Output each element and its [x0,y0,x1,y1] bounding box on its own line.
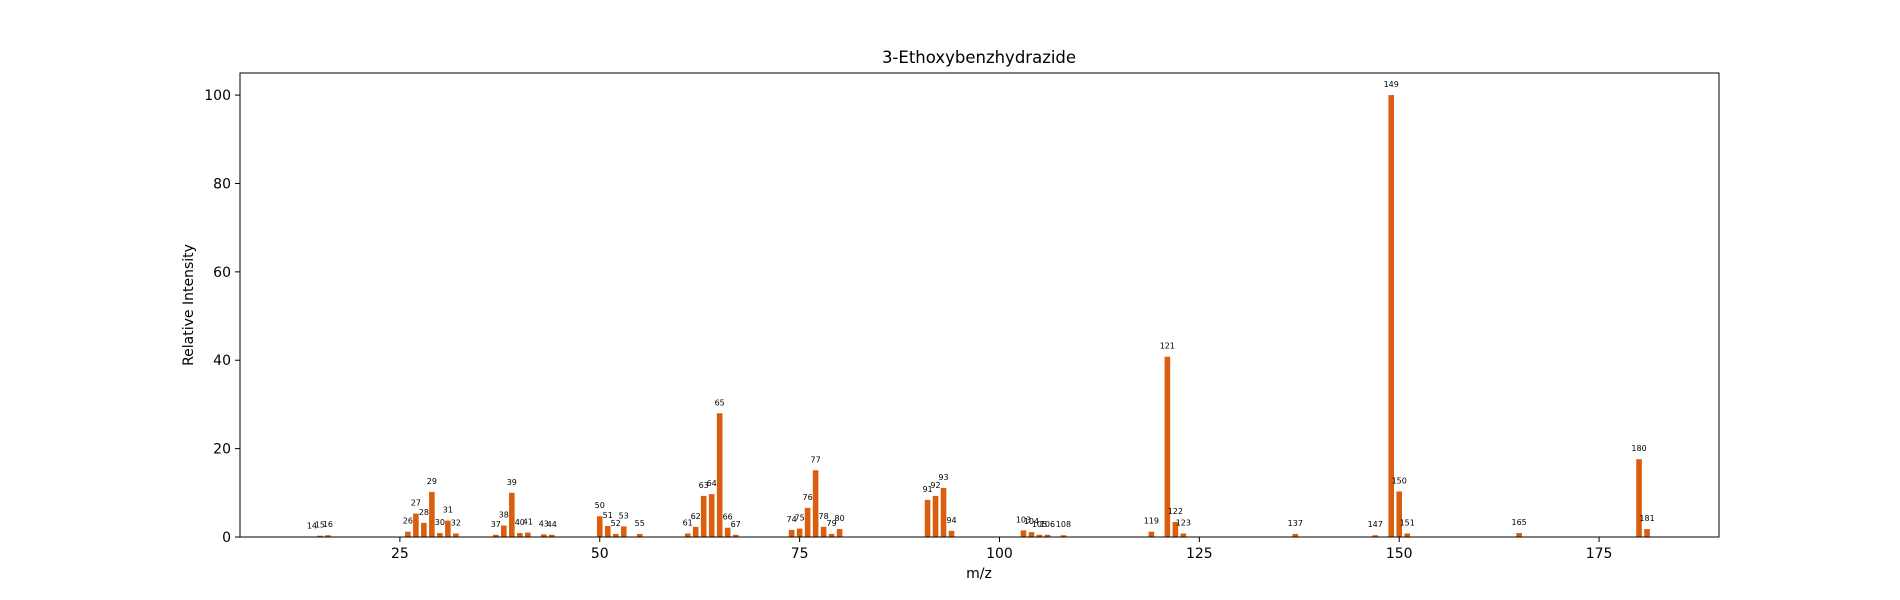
bar-mz-28 [421,523,427,537]
bar-mz-104 [1029,532,1035,537]
bar-mz-151 [1404,533,1410,537]
data-label-mz-149: 149 [1384,80,1399,89]
data-label-mz-75: 75 [795,514,805,523]
data-label-mz-119: 119 [1144,517,1159,526]
y-axis-ticks: 0 20 40 60 80 100 [204,88,240,546]
data-label-mz-53: 53 [619,511,629,520]
data-label-mz-55: 55 [635,519,645,528]
data-label-mz-181: 181 [1639,514,1654,523]
bar-mz-32 [453,533,459,537]
bar-mz-62 [693,527,699,537]
x-tick-label: 125 [1186,546,1213,562]
bar-mz-80 [837,529,843,537]
data-label-mz-37: 37 [491,520,501,529]
y-tick-label: 40 [213,353,231,369]
data-label-mz-64: 64 [707,479,717,488]
bar-mz-92 [933,496,939,537]
bar-mz-119 [1149,532,1155,537]
y-tick-label: 20 [213,442,231,458]
data-label-mz-108: 108 [1056,520,1071,529]
data-label-mz-38: 38 [499,511,509,520]
bar-mz-30 [437,533,443,537]
data-label-mz-27: 27 [411,499,421,508]
data-label-mz-92: 92 [930,481,940,490]
y-tick-label: 0 [222,530,231,546]
bar-mz-181 [1644,529,1650,537]
bar-mz-41 [525,533,531,537]
bar-mz-150 [1396,491,1402,537]
data-label-mz-94: 94 [946,516,956,525]
x-tick-label: 25 [391,546,409,562]
data-label-mz-44: 44 [547,520,557,529]
bar-mz-103 [1021,530,1027,537]
chart-title: 3-Ethoxybenzhydrazide [882,48,1076,67]
bar-mz-38 [501,526,507,537]
bar-mz-165 [1516,533,1522,537]
bar-mz-39 [509,493,515,537]
data-label-mz-31: 31 [443,506,453,515]
bar-mz-63 [701,496,707,537]
x-tick-label: 100 [986,546,1013,562]
y-tick-label: 60 [213,265,231,281]
x-tick-label: 50 [591,546,609,562]
data-label-mz-123: 123 [1176,518,1191,527]
x-tick-label: 150 [1386,546,1413,562]
data-label-mz-50: 50 [595,501,605,510]
bar-mz-29 [429,492,435,537]
bar-mz-53 [621,526,627,537]
data-label-mz-65: 65 [715,398,725,407]
data-label-mz-39: 39 [507,478,517,487]
data-label-mz-151: 151 [1400,518,1415,527]
bar-mz-123 [1181,533,1187,537]
bar-mz-78 [821,527,827,537]
data-label-mz-16: 16 [323,520,333,529]
bar-mz-61 [685,533,691,537]
bar-mz-26 [405,532,411,537]
data-label-mz-150: 150 [1392,476,1407,485]
data-label-mz-77: 77 [811,455,821,464]
data-label-group: 1415162627282930313237383940414344505152… [307,80,1655,530]
data-label-mz-121: 121 [1160,342,1175,351]
y-tick-label: 80 [213,176,231,192]
data-label-mz-62: 62 [691,512,701,521]
bar-mz-93 [941,488,947,537]
data-label-mz-106: 106 [1040,520,1055,529]
data-label-mz-122: 122 [1168,507,1183,516]
data-label-mz-30: 30 [435,518,445,527]
plot-frame [240,73,1719,537]
x-axis-ticks: 25 50 75 100 125 150 175 [391,537,1612,562]
data-label-mz-165: 165 [1511,518,1526,527]
x-tick-label: 75 [791,546,809,562]
data-label-mz-93: 93 [938,473,948,482]
bar-mz-94 [949,531,955,537]
bar-mz-40 [517,533,523,537]
x-axis-label: m/z [966,566,992,582]
data-label-mz-76: 76 [803,493,813,502]
data-label-mz-29: 29 [427,477,437,486]
y-tick-label: 100 [204,88,231,104]
bar-mz-64 [709,494,715,537]
data-label-mz-32: 32 [451,518,461,527]
bar-mz-91 [925,500,931,537]
data-label-mz-147: 147 [1368,520,1383,529]
bar-mz-66 [725,528,731,537]
data-label-mz-67: 67 [731,520,741,529]
y-axis-label: Relative Intensity [181,244,197,366]
bar-mz-76 [805,508,811,537]
bar-mz-74 [789,530,795,537]
bar-mz-180 [1636,459,1642,537]
bar-mz-75 [797,529,803,537]
bar-mz-149 [1388,95,1394,537]
data-label-mz-180: 180 [1631,444,1646,453]
data-label-mz-137: 137 [1288,519,1303,528]
bar-group [309,95,1650,537]
bar-mz-27 [413,514,419,537]
data-label-mz-41: 41 [523,518,533,527]
bar-mz-77 [813,470,819,537]
data-label-mz-26: 26 [403,517,413,526]
x-tick-label: 175 [1586,546,1613,562]
data-label-mz-28: 28 [419,508,429,517]
data-label-mz-80: 80 [835,514,845,523]
